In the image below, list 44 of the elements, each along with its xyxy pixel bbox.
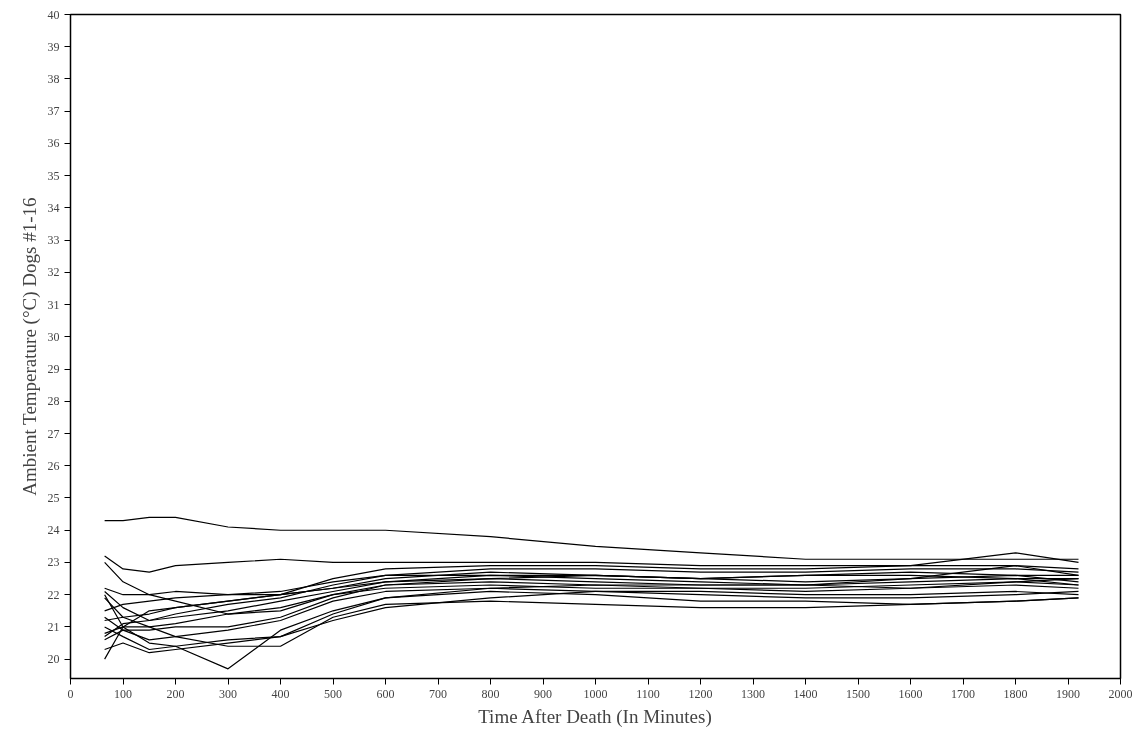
y-tick-label: 31 [47, 297, 60, 312]
x-tick-label: 1600 [898, 686, 923, 701]
x-tick-label: 1400 [793, 686, 818, 701]
x-tick-label: 200 [166, 686, 185, 701]
y-tick-label: 37 [47, 104, 60, 119]
x-tick-label: 0 [67, 686, 74, 701]
y-tick-label: 25 [47, 491, 60, 505]
y-tick-label: 27 [47, 426, 60, 441]
x-tick-label: 400 [271, 686, 290, 701]
x-tick-label: 1500 [846, 686, 870, 701]
x-tick-label: 2000 [1108, 686, 1132, 701]
y-tick-label: 21 [47, 619, 60, 634]
x-tick-label: 1100 [636, 686, 660, 701]
x-tick-label: 1000 [583, 686, 608, 701]
x-tick-label: 1800 [1003, 686, 1028, 701]
y-tick-label: 26 [47, 458, 60, 473]
y-axis-title: Ambient Temperature (°C) Dogs #1-16 [18, 197, 41, 496]
x-tick-label: 300 [219, 686, 237, 701]
x-tick-label: 1700 [951, 686, 975, 701]
y-tick-label: 28 [47, 394, 60, 409]
y-tick-label: 22 [47, 587, 60, 602]
x-tick-label: 1300 [741, 686, 765, 701]
y-tick-label: 38 [47, 71, 60, 86]
x-tick-label: 700 [429, 686, 447, 701]
x-tick-label: 800 [481, 686, 500, 701]
y-tick-label: 34 [47, 200, 60, 215]
y-tick-label: 33 [47, 233, 60, 248]
x-tick-label: 1900 [1056, 686, 1080, 701]
x-axis-title: Time After Death (In Minutes) [478, 705, 712, 728]
y-tick-label: 30 [47, 329, 60, 344]
y-tick-label: 40 [47, 7, 60, 22]
y-tick-label: 29 [47, 362, 60, 377]
y-tick-label: 23 [47, 555, 60, 570]
x-tick-label: 600 [376, 686, 395, 701]
x-tick-label: 900 [534, 686, 552, 701]
y-tick-label: 20 [47, 652, 60, 667]
y-tick-label: 32 [47, 265, 60, 280]
x-tick-label: 100 [114, 686, 132, 701]
x-tick-label: 500 [324, 686, 342, 701]
y-tick-label: 36 [47, 136, 60, 151]
y-tick-label: 35 [47, 168, 60, 183]
y-tick-label: 24 [47, 523, 60, 538]
y-tick-label: 39 [47, 39, 60, 54]
x-tick-label: 1200 [688, 686, 713, 701]
